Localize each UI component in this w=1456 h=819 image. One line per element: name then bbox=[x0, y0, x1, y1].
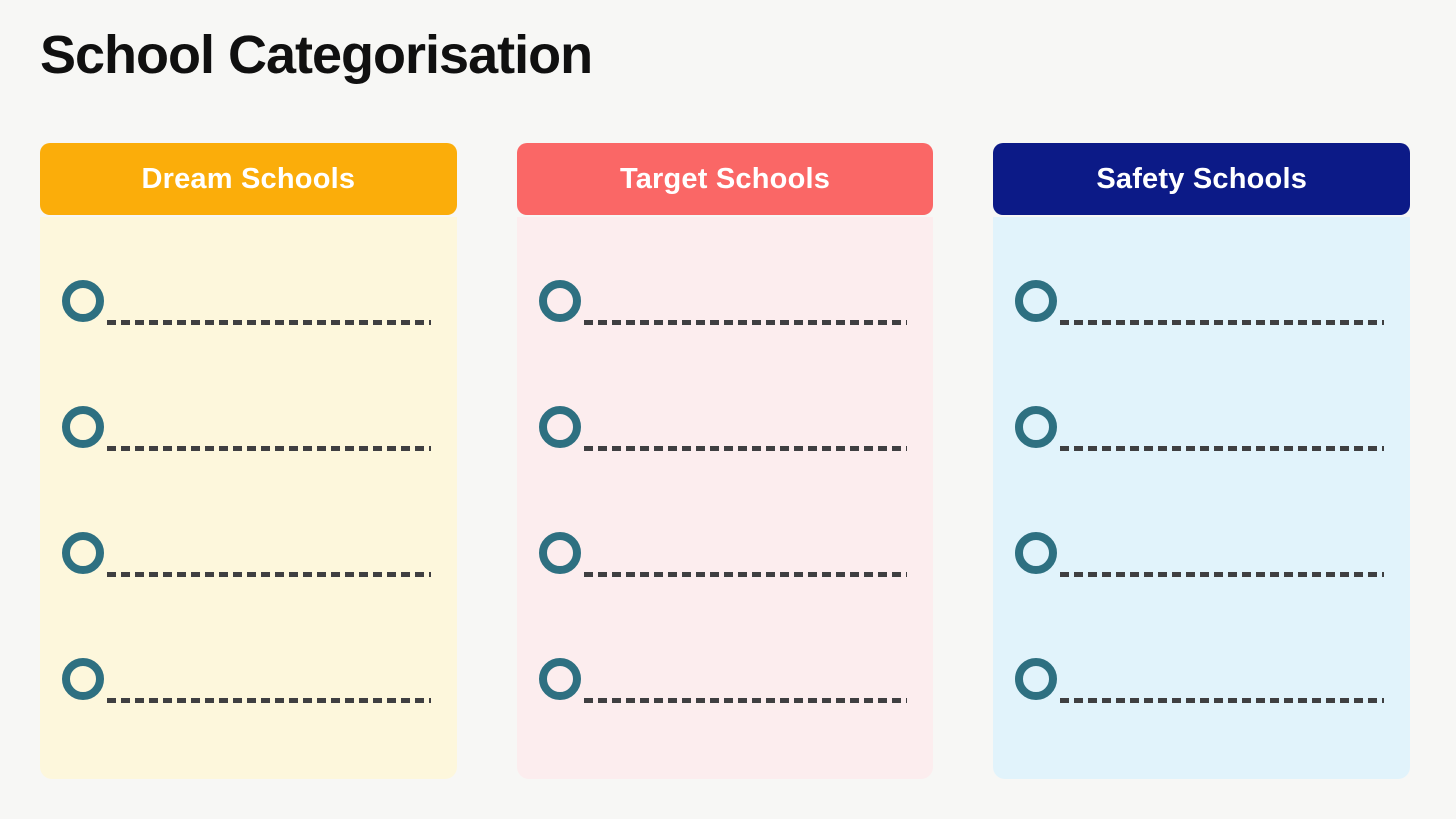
circle-bullet-icon bbox=[538, 532, 581, 574]
blank-fill-line bbox=[1060, 446, 1385, 451]
column-body-safety bbox=[993, 217, 1411, 779]
school-entry-row bbox=[1015, 406, 1385, 451]
circle-bullet-icon bbox=[62, 658, 104, 700]
circle-bullet-icon bbox=[62, 280, 104, 322]
page-title: School Categorisation bbox=[40, 25, 593, 85]
school-entry-row bbox=[538, 406, 908, 451]
school-entry-row bbox=[1015, 532, 1385, 577]
blank-fill-line bbox=[107, 698, 431, 703]
blank-fill-line bbox=[583, 446, 908, 451]
blank-fill-line bbox=[107, 446, 431, 451]
school-entry-row bbox=[62, 280, 431, 325]
column-dream-schools: Dream Schools bbox=[40, 143, 457, 779]
circle-bullet-icon bbox=[1015, 658, 1058, 700]
column-header-dream: Dream Schools bbox=[40, 143, 457, 215]
school-entry-row bbox=[1015, 280, 1385, 325]
blank-fill-line bbox=[1060, 698, 1385, 703]
school-categories-board: Dream Schools Target Schools bbox=[40, 143, 1411, 779]
blank-fill-line bbox=[107, 320, 431, 325]
column-body-dream bbox=[40, 217, 457, 779]
circle-bullet-icon bbox=[538, 280, 581, 322]
column-header-target: Target Schools bbox=[516, 143, 934, 215]
school-entry-row bbox=[538, 658, 908, 703]
circle-bullet-icon bbox=[538, 406, 581, 448]
blank-fill-line bbox=[1060, 320, 1385, 325]
blank-fill-line bbox=[107, 572, 431, 577]
column-body-target bbox=[516, 217, 934, 779]
column-target-schools: Target Schools bbox=[516, 143, 934, 779]
blank-fill-line bbox=[583, 320, 908, 325]
circle-bullet-icon bbox=[62, 532, 104, 574]
blank-fill-line bbox=[583, 572, 908, 577]
blank-fill-line bbox=[583, 698, 908, 703]
circle-bullet-icon bbox=[1015, 280, 1058, 322]
school-entry-row bbox=[538, 280, 908, 325]
school-entry-row bbox=[62, 532, 431, 577]
school-entry-row bbox=[62, 658, 431, 703]
column-header-safety: Safety Schools bbox=[993, 143, 1411, 215]
school-entry-row bbox=[1015, 658, 1385, 703]
school-entry-row bbox=[538, 532, 908, 577]
circle-bullet-icon bbox=[62, 406, 104, 448]
school-entry-row bbox=[62, 406, 431, 451]
column-safety-schools: Safety Schools bbox=[993, 143, 1411, 779]
blank-fill-line bbox=[1060, 572, 1385, 577]
circle-bullet-icon bbox=[1015, 532, 1058, 574]
circle-bullet-icon bbox=[1015, 406, 1058, 448]
circle-bullet-icon bbox=[538, 658, 581, 700]
